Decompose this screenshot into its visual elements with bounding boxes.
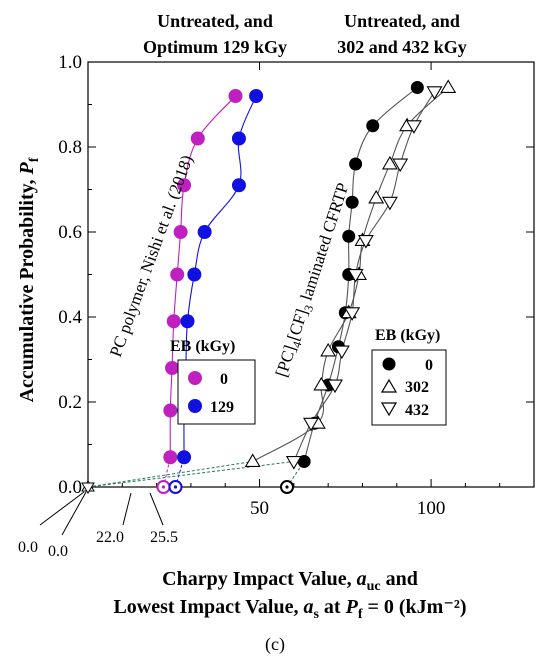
point-pc0-8 bbox=[228, 89, 243, 103]
point-pc0-2 bbox=[165, 361, 180, 375]
callout-arrow-3 bbox=[149, 492, 164, 526]
legend-left-title: EB (kGy) bbox=[170, 338, 235, 355]
y-axis-label: Accumulative Probability, Pf bbox=[16, 157, 42, 402]
point-pc129-7 bbox=[231, 131, 246, 146]
point-cf0-9 bbox=[366, 119, 380, 133]
point-pc0-0 bbox=[163, 450, 178, 465]
lowest-value-callouts: 0.0 0.0 22.0 25.5 bbox=[18, 491, 178, 560]
legend-right-marker-0 bbox=[382, 357, 396, 371]
legend-right-label-2: 432 bbox=[405, 402, 429, 419]
y-tick-label-0: 0.0 bbox=[58, 477, 82, 498]
legend-left-label-1: 129 bbox=[210, 399, 234, 416]
point-pc0-5 bbox=[173, 225, 188, 239]
point-cf432-8 bbox=[392, 158, 409, 173]
point-pc129-3 bbox=[180, 314, 195, 329]
header-right-line2: 302 and 432 kGy bbox=[337, 37, 467, 57]
point-cf0-8 bbox=[349, 157, 363, 171]
legend-right-label-0: 0 bbox=[425, 357, 433, 374]
point-cf302-7 bbox=[368, 189, 385, 204]
point-cf302-8 bbox=[381, 155, 398, 170]
lowest-point-cf432 bbox=[81, 482, 95, 494]
point-pc0-6 bbox=[177, 178, 192, 193]
figure-caption: (c) bbox=[265, 634, 285, 655]
lowest-label-0: 0.0 bbox=[18, 539, 38, 556]
legend-right-marker-1 bbox=[380, 378, 398, 393]
point-cf432-5 bbox=[347, 269, 364, 283]
point-cf302-10 bbox=[440, 79, 457, 93]
point-cf432-3 bbox=[333, 345, 350, 360]
point-pc0-1 bbox=[163, 403, 178, 418]
axis-ticks: 50 100 0.0 0.2 0.4 0.6 0.8 1.0 bbox=[58, 52, 534, 519]
legend-left-marker-1 bbox=[188, 399, 202, 413]
point-cf432-10 bbox=[426, 86, 443, 100]
point-cf0-7 bbox=[345, 195, 359, 209]
point-cf0-0 bbox=[297, 455, 311, 468]
point-cf0-10 bbox=[410, 81, 424, 94]
x-axis-label-line1: Charpy Impact Value, auc and bbox=[162, 568, 418, 594]
y-tick-label-3: 0.6 bbox=[58, 222, 82, 243]
y-tick-label-5: 1.0 bbox=[58, 52, 82, 73]
point-pc129-5 bbox=[197, 225, 212, 239]
point-pc0-4 bbox=[170, 267, 185, 282]
callout-arrow-1 bbox=[61, 491, 87, 536]
header-left-line1: Untreated, and bbox=[157, 11, 273, 31]
point-pc129-8 bbox=[249, 89, 264, 103]
legend-right-title: EB (kGy) bbox=[375, 327, 440, 344]
lowest-label-2: 22.0 bbox=[96, 529, 124, 546]
x-axis-label-line2: Lowest Impact Value, as at Pf = 0 (kJm⁻²… bbox=[113, 596, 466, 622]
point-pc129-4 bbox=[187, 267, 202, 282]
legend-left-box bbox=[177, 359, 256, 425]
point-cf302-3 bbox=[320, 342, 337, 357]
point-cf432-9 bbox=[405, 120, 422, 134]
legend-left: EB (kGy) 0 129 bbox=[170, 338, 256, 425]
point-pc129-0 bbox=[177, 450, 192, 465]
y-tick-label-2: 0.4 bbox=[58, 307, 82, 328]
y-tick-label-4: 0.8 bbox=[58, 137, 82, 158]
point-cf302-2 bbox=[313, 376, 330, 391]
x-tick-label-1: 50 bbox=[250, 498, 269, 519]
y-tick-label-1: 0.2 bbox=[58, 392, 82, 413]
point-cf0-6 bbox=[342, 229, 356, 243]
connector-cf302 bbox=[87, 461, 253, 488]
lowest-label-3: 25.5 bbox=[150, 529, 178, 546]
series-markers bbox=[81, 79, 457, 494]
point-cf302-0 bbox=[244, 453, 261, 467]
point-cf432-7 bbox=[381, 196, 398, 211]
point-cf432-4 bbox=[344, 307, 361, 321]
legend-right-marker-2 bbox=[380, 402, 398, 417]
point-cf432-2 bbox=[327, 379, 343, 394]
callout-arrow-2 bbox=[122, 492, 132, 526]
pc-polymer-annotation: PC polymer, Nishi et al. (2018) bbox=[106, 153, 197, 360]
lowest-value-connectors bbox=[87, 457, 305, 488]
legend-right-label-1: 302 bbox=[405, 379, 429, 396]
x-tick-label-2: 100 bbox=[417, 498, 446, 519]
point-cf432-0 bbox=[285, 456, 302, 470]
header-right-line1: Untreated, and bbox=[344, 11, 460, 31]
lowest-label-1: 0.0 bbox=[48, 543, 68, 560]
lowest-point-pc0-dot bbox=[161, 485, 166, 489]
legend-left-label-0: 0 bbox=[220, 371, 228, 388]
callout-arrow-0 bbox=[39, 491, 85, 526]
legend-right: EB (kGy) 0 302 432 bbox=[371, 327, 447, 426]
lowest-point-cf0-dot bbox=[285, 485, 289, 489]
point-pc0-3 bbox=[166, 314, 181, 329]
point-cf432-1 bbox=[303, 417, 319, 432]
point-cf432-6 bbox=[357, 235, 374, 249]
point-pc0-7 bbox=[190, 131, 205, 146]
lowest-point-pc129-dot bbox=[173, 485, 178, 489]
legend-left-marker-0 bbox=[188, 371, 202, 385]
header-left-line2: Optimum 129 kGy bbox=[143, 37, 287, 57]
point-pc129-6 bbox=[231, 178, 246, 193]
